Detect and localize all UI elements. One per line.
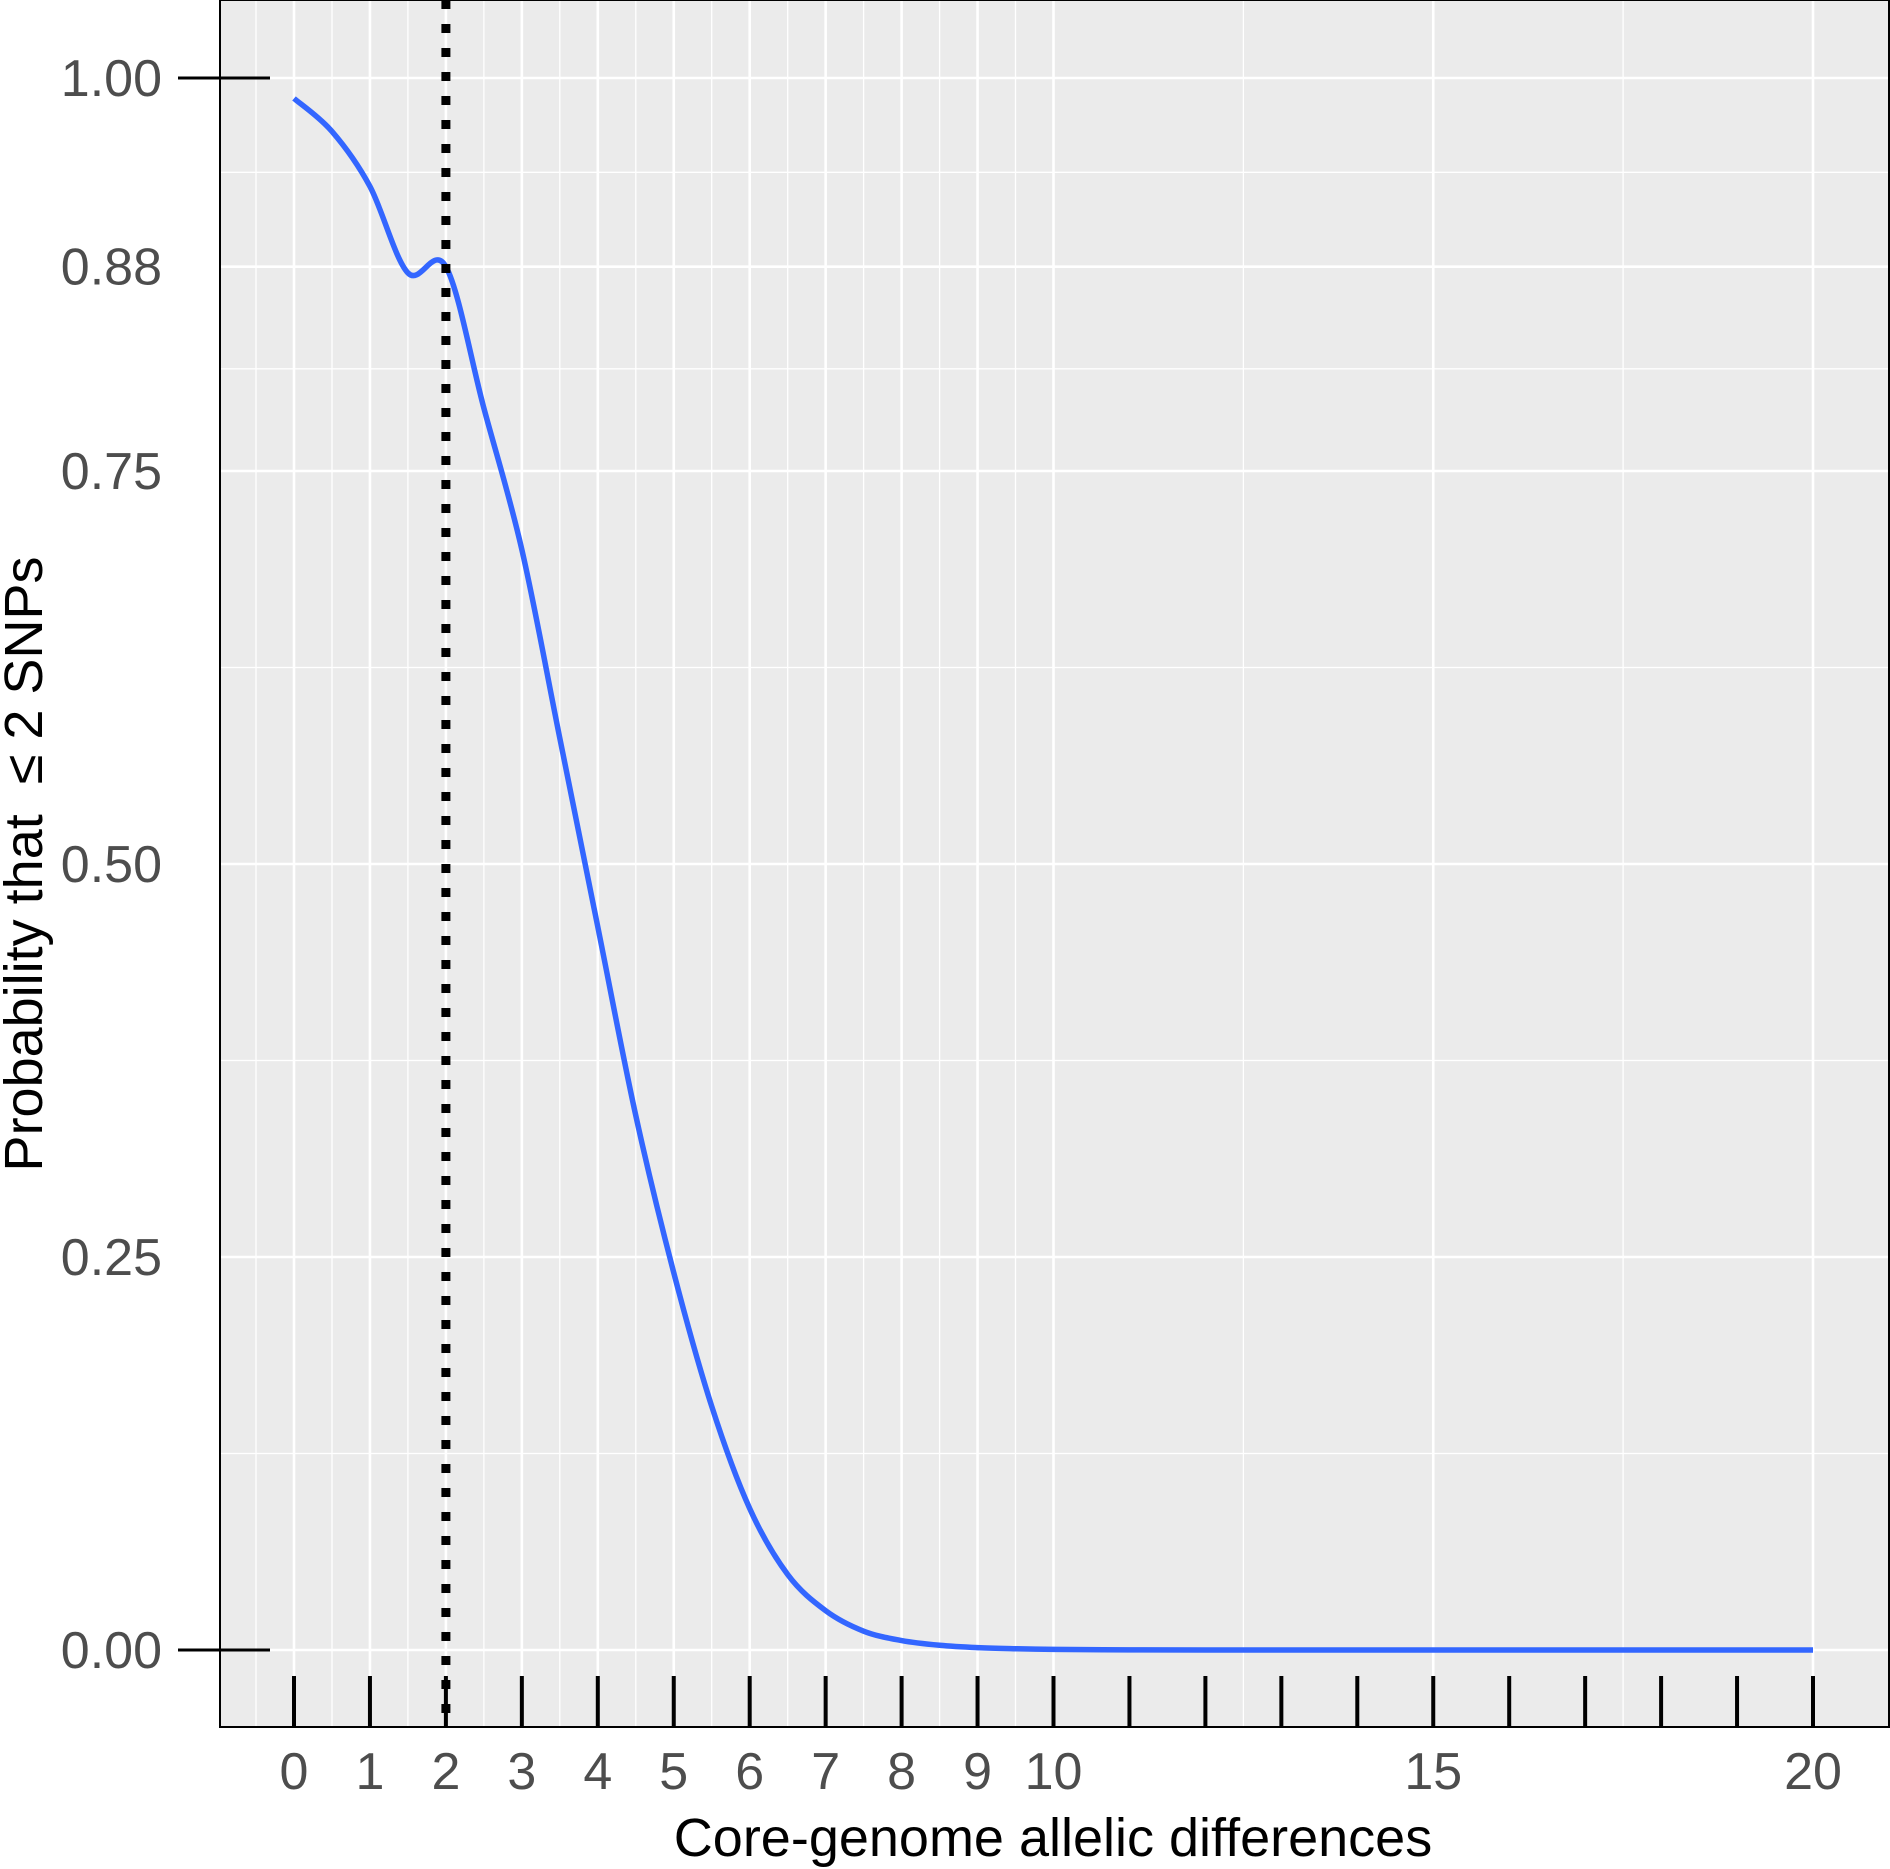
x-tick-label: 8: [887, 1743, 916, 1801]
y-tick-label: 1.00: [61, 50, 162, 108]
x-tick-label: 10: [1025, 1743, 1083, 1801]
y-tick-label: 0.88: [61, 239, 162, 297]
x-tick-label: 4: [583, 1743, 612, 1801]
x-tick-label: 20: [1784, 1743, 1842, 1801]
probability-curve: [292, 96, 1813, 1653]
x-tick-label: 2: [431, 1743, 460, 1801]
x-tick-label: 7: [811, 1743, 840, 1801]
x-tick-label: 0: [280, 1743, 309, 1801]
x-tick-label: 3: [507, 1743, 536, 1801]
y-axis-title: Probability that ≤ 2 SNPs: [0, 557, 54, 1172]
x-tick-label: 6: [735, 1743, 764, 1801]
series-layer: [292, 96, 1813, 1653]
x-axis-title: Core-genome allelic differences: [674, 1808, 1432, 1868]
x-tick-label: 15: [1404, 1743, 1462, 1801]
major-grid: [220, 0, 1889, 1727]
y-tick-label: 0.00: [61, 1622, 162, 1680]
panel-border: [219, 0, 1890, 1728]
y-tick-label: 0.50: [61, 836, 162, 894]
y-axis: 0.00 0.25 0.50 0.75 0.88 1.00: [61, 50, 270, 1680]
y-tick-label: 0.25: [61, 1229, 162, 1287]
y-tick-label: 0.75: [61, 443, 162, 501]
x-tick-label: 1: [355, 1743, 384, 1801]
x-tick-label: 5: [659, 1743, 688, 1801]
x-axis: 0 1 2 3 4 5 6 7 8 9 10 15 20: [280, 1743, 1842, 1801]
x-tick-label: 9: [963, 1743, 992, 1801]
rug-ticks: [292, 1676, 1815, 1727]
